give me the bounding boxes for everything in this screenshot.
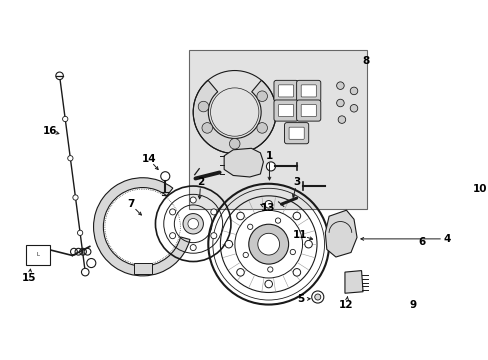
Circle shape <box>264 280 272 288</box>
Circle shape <box>169 209 175 215</box>
FancyBboxPatch shape <box>25 245 50 265</box>
Circle shape <box>243 252 248 258</box>
FancyBboxPatch shape <box>273 100 298 121</box>
Text: L: L <box>36 252 39 257</box>
Circle shape <box>77 230 82 235</box>
Circle shape <box>256 91 267 102</box>
Text: 6: 6 <box>417 237 425 247</box>
FancyBboxPatch shape <box>273 80 298 102</box>
Polygon shape <box>325 210 356 257</box>
Text: 14: 14 <box>141 154 156 164</box>
FancyBboxPatch shape <box>278 104 293 117</box>
Circle shape <box>236 269 244 276</box>
Circle shape <box>426 253 442 270</box>
FancyBboxPatch shape <box>301 104 316 117</box>
Circle shape <box>224 240 232 248</box>
Circle shape <box>56 72 63 80</box>
Circle shape <box>190 197 196 203</box>
Text: 4: 4 <box>443 234 450 244</box>
FancyBboxPatch shape <box>278 85 293 97</box>
Text: 3: 3 <box>293 176 301 186</box>
FancyBboxPatch shape <box>284 123 308 144</box>
Circle shape <box>267 267 272 272</box>
Polygon shape <box>189 50 366 209</box>
Circle shape <box>86 258 96 267</box>
Circle shape <box>314 294 320 300</box>
Circle shape <box>248 224 288 264</box>
Circle shape <box>292 269 300 276</box>
Circle shape <box>275 218 280 223</box>
Circle shape <box>349 104 357 112</box>
Text: 13: 13 <box>260 203 275 213</box>
Text: 9: 9 <box>408 300 416 310</box>
Circle shape <box>266 162 275 171</box>
FancyBboxPatch shape <box>296 100 320 121</box>
Text: 15: 15 <box>22 273 37 283</box>
Wedge shape <box>93 178 190 276</box>
Circle shape <box>198 101 208 112</box>
Wedge shape <box>193 80 276 154</box>
Text: 1: 1 <box>265 151 272 161</box>
Circle shape <box>257 233 279 255</box>
Circle shape <box>169 233 175 239</box>
Circle shape <box>311 291 323 303</box>
Text: 10: 10 <box>472 184 487 194</box>
Circle shape <box>161 172 169 181</box>
Text: 2: 2 <box>197 176 204 186</box>
Circle shape <box>210 233 216 239</box>
Circle shape <box>429 257 438 266</box>
Circle shape <box>349 87 357 95</box>
Text: 11: 11 <box>292 230 307 240</box>
Circle shape <box>264 201 272 208</box>
Text: 8: 8 <box>362 56 369 66</box>
Circle shape <box>67 156 73 161</box>
Circle shape <box>210 209 216 215</box>
Circle shape <box>190 244 196 251</box>
Circle shape <box>336 82 344 89</box>
Bar <box>133 263 151 274</box>
Circle shape <box>187 219 198 229</box>
Circle shape <box>229 139 240 149</box>
Circle shape <box>183 213 203 234</box>
Text: 12: 12 <box>339 300 353 310</box>
Circle shape <box>81 268 89 276</box>
Circle shape <box>304 240 312 248</box>
Circle shape <box>62 116 68 122</box>
Circle shape <box>247 224 252 229</box>
FancyBboxPatch shape <box>296 80 320 102</box>
Text: 5: 5 <box>297 294 304 304</box>
FancyBboxPatch shape <box>301 85 316 97</box>
Circle shape <box>289 249 295 255</box>
Circle shape <box>202 123 212 133</box>
Circle shape <box>73 195 78 200</box>
Circle shape <box>336 99 344 107</box>
Circle shape <box>236 212 244 220</box>
Polygon shape <box>224 148 263 177</box>
Polygon shape <box>344 271 362 293</box>
Circle shape <box>292 212 300 220</box>
Text: 7: 7 <box>126 199 134 209</box>
Text: 16: 16 <box>42 126 57 136</box>
Circle shape <box>256 123 267 133</box>
FancyBboxPatch shape <box>288 127 304 139</box>
Circle shape <box>338 116 345 123</box>
